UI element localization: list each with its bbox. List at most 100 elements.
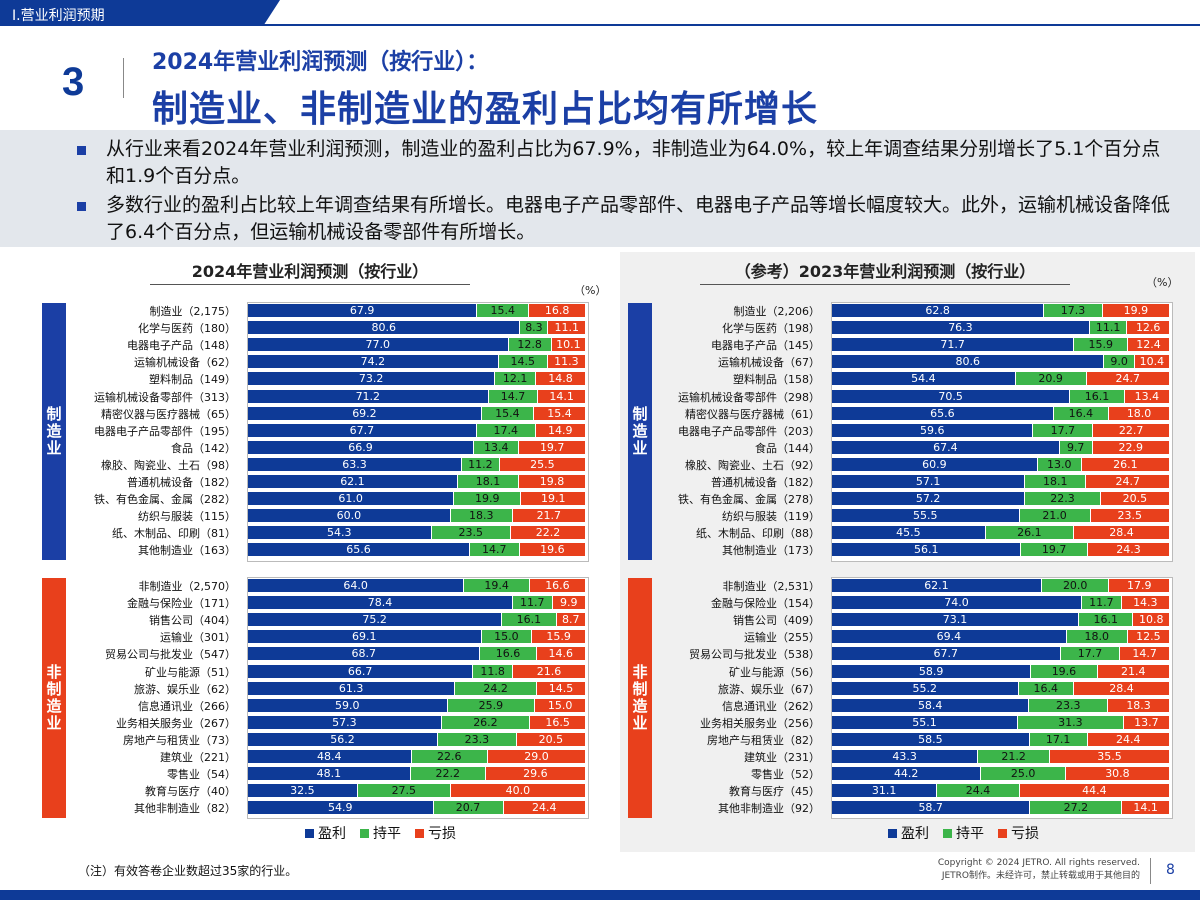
bar-segment-profit: 62.1 bbox=[248, 475, 458, 488]
bar-segment-flat: 23.5 bbox=[431, 526, 511, 540]
summary-box: 从行业来看2024年营业利润预测，制造业的盈利占比为67.9%，非制造业为64.… bbox=[0, 130, 1200, 247]
bar-segment-flat: 17.1 bbox=[1029, 732, 1088, 746]
bar-segment-loss: 15.9 bbox=[532, 630, 586, 644]
bar-segment-loss: 35.5 bbox=[1050, 750, 1170, 763]
bar-segment-profit: 60.0 bbox=[248, 509, 451, 523]
summary-bullet-2-text: 多数行业的盈利占比较上年调查结果有所增长。电器电子产品零部件、电器电子产品等增长… bbox=[106, 194, 1171, 243]
summary-bullet-1-text: 从行业来看2024年营业利润预测，制造业的盈利占比为67.9%，非制造业为64.… bbox=[106, 138, 1161, 187]
bar-segment-flat: 20.9 bbox=[1015, 372, 1087, 386]
bar-segment-profit: 67.4 bbox=[832, 440, 1060, 454]
bar-segment-profit: 62.1 bbox=[832, 579, 1042, 592]
category-label: 金融与保险业（154） bbox=[711, 597, 820, 611]
bar-segment-flat: 16.1 bbox=[1079, 613, 1134, 627]
bar-segment-profit: 58.4 bbox=[832, 698, 1030, 712]
legend-item: 持平 bbox=[360, 823, 401, 843]
bar-segment-profit: 74.0 bbox=[832, 596, 1083, 610]
bar-segment-flat: 27.2 bbox=[1030, 801, 1123, 815]
copyright-line-2: JETRO制作。未经许可，禁止转载或用于其他目的 bbox=[941, 871, 1140, 881]
bar-segment-loss: 28.4 bbox=[1074, 681, 1170, 695]
bar-segment-loss: 21.7 bbox=[512, 509, 586, 523]
bar-segment-flat: 11.7 bbox=[512, 596, 553, 610]
group-band-label: 非制造业 bbox=[42, 578, 66, 818]
bar-segment-loss: 13.4 bbox=[1124, 389, 1170, 403]
category-label: 其他制造业（163） bbox=[138, 544, 236, 558]
bullet-square-icon bbox=[77, 146, 86, 155]
bar-segment-loss: 29.0 bbox=[487, 750, 586, 763]
bar-segment-flat: 31.3 bbox=[1018, 715, 1124, 729]
bar-segment-loss: 24.7 bbox=[1086, 475, 1170, 488]
bar-segment-loss: 12.4 bbox=[1128, 338, 1170, 352]
bar-segment-flat: 19.4 bbox=[464, 579, 530, 592]
bar-segment-profit: 66.9 bbox=[248, 440, 475, 454]
page-subtitle: 2024年营业利润预测（按行业）： bbox=[152, 50, 489, 75]
bar-segment-loss: 40.0 bbox=[450, 784, 586, 798]
bar-segment-loss: 9.9 bbox=[552, 596, 586, 610]
bar-segment-loss: 16.5 bbox=[530, 715, 586, 729]
section-tab-label: Ⅰ.营业利润预期 bbox=[12, 8, 105, 24]
bar-segment-profit: 67.7 bbox=[832, 647, 1061, 661]
bar-segment-loss: 24.4 bbox=[1087, 732, 1170, 746]
bar-segment-loss: 22.2 bbox=[510, 526, 586, 540]
bar-segment-flat: 11.7 bbox=[1082, 596, 1122, 610]
bar-segment-flat: 14.7 bbox=[469, 543, 520, 557]
legend-swatch bbox=[360, 828, 369, 838]
bar-segment-flat: 19.9 bbox=[454, 492, 522, 506]
legend-label: 亏损 bbox=[428, 826, 456, 842]
bar-segment-flat: 17.3 bbox=[1044, 304, 1103, 317]
bar-segment-flat: 13.0 bbox=[1037, 457, 1082, 471]
category-label: 食品（144） bbox=[755, 441, 820, 455]
bar-segment-loss: 25.5 bbox=[499, 457, 586, 471]
bar-segment-loss: 16.6 bbox=[529, 579, 586, 592]
bar-segment-profit: 55.1 bbox=[832, 715, 1019, 729]
category-label: 铁、有色金属、金属（278） bbox=[678, 493, 820, 507]
category-label: 橡胶、陶瓷业、土石（92） bbox=[685, 458, 820, 472]
legend-label: 亏损 bbox=[1011, 826, 1039, 842]
bar-segment-flat: 14.5 bbox=[498, 355, 548, 369]
footnote: （注）有效答卷企业数超过35家的行业。 bbox=[78, 864, 298, 878]
category-label: 普通机械设备（182） bbox=[711, 476, 820, 489]
bar-segment-profit: 71.7 bbox=[832, 338, 1075, 352]
legend-label: 持平 bbox=[956, 826, 984, 842]
bar-segment-profit: 54.9 bbox=[248, 801, 434, 815]
bar-segment-loss: 19.1 bbox=[521, 492, 586, 506]
bar-segment-flat: 17.7 bbox=[1060, 647, 1121, 661]
bar-segment-loss: 15.4 bbox=[533, 406, 586, 420]
bar-segment-profit: 61.3 bbox=[248, 681, 456, 695]
bar-segment-loss: 29.6 bbox=[485, 767, 586, 781]
bar-segment-profit: 74.2 bbox=[248, 355, 499, 369]
section-tab[interactable]: Ⅰ.营业利润预期 bbox=[0, 0, 280, 26]
category-label: 销售公司（409） bbox=[733, 614, 820, 628]
category-label: 教育与医疗（45） bbox=[729, 785, 820, 799]
bar-segment-loss: 14.6 bbox=[536, 647, 586, 661]
bar-segment-loss: 10.1 bbox=[551, 338, 586, 352]
bar-segment-loss: 24.7 bbox=[1086, 372, 1170, 386]
bar-segment-flat: 12.1 bbox=[495, 372, 536, 386]
bar-segment-flat: 26.1 bbox=[985, 526, 1074, 540]
bar-segment-profit: 76.3 bbox=[832, 321, 1090, 335]
chart-title: （参考）2023年营业利润预测（按行业） bbox=[700, 258, 1070, 285]
bar-segment-profit: 71.2 bbox=[248, 389, 489, 403]
category-label: 信息通讯业（262） bbox=[722, 699, 820, 713]
category-label: 贸易公司与批发业（547） bbox=[105, 648, 236, 662]
category-label: 电器电子产品（148） bbox=[127, 339, 236, 353]
category-label: 建筑业（221） bbox=[160, 751, 236, 764]
legend-item: 亏损 bbox=[998, 823, 1039, 843]
bar-segment-flat: 13.4 bbox=[474, 440, 520, 454]
group-band-text: 制造业 bbox=[630, 406, 649, 457]
bar-segment-flat: 24.4 bbox=[937, 784, 1020, 798]
bar-segment-profit: 69.4 bbox=[832, 630, 1067, 644]
bar-segment-loss: 18.3 bbox=[1108, 698, 1170, 712]
title-divider bbox=[123, 58, 124, 98]
bar-segment-loss: 26.1 bbox=[1081, 457, 1170, 471]
footer-divider bbox=[1150, 858, 1151, 884]
bar-segment-flat: 19.7 bbox=[1021, 543, 1088, 557]
group-band-text: 非制造业 bbox=[44, 664, 63, 732]
bar-segment-profit: 68.7 bbox=[248, 647, 481, 661]
page-number: 8 bbox=[1166, 862, 1175, 878]
bar-segment-profit: 58.5 bbox=[832, 732, 1030, 746]
bar-segment-flat: 27.5 bbox=[357, 784, 451, 798]
bar-segment-flat: 16.1 bbox=[502, 613, 557, 627]
category-label: 普通机械设备（182） bbox=[127, 476, 236, 489]
bar-segment-flat: 24.2 bbox=[455, 681, 537, 695]
bar-segment-loss: 19.6 bbox=[519, 543, 586, 557]
